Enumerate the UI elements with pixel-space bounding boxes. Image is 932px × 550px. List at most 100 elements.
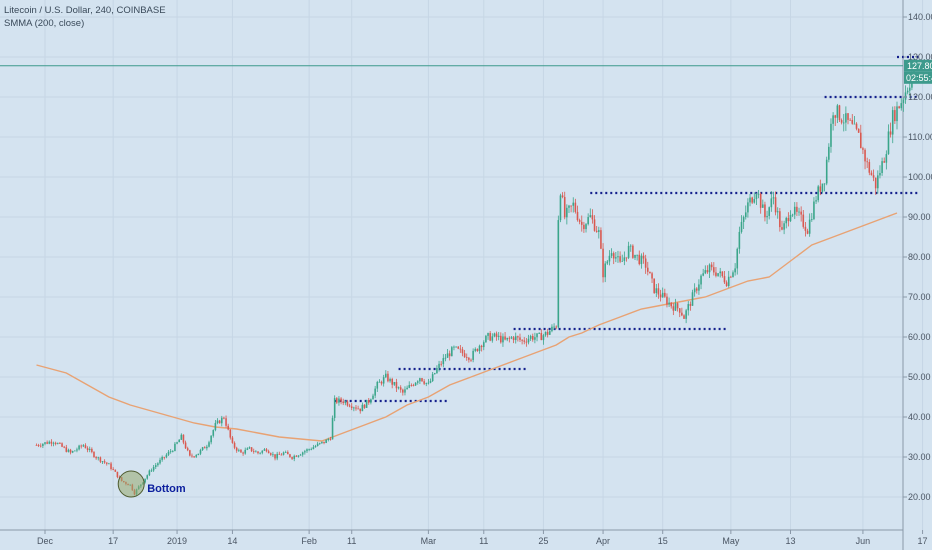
candle-body [336, 398, 338, 403]
candle-body [798, 211, 800, 213]
candle-body [348, 405, 351, 407]
candle-body [442, 358, 445, 365]
candle-body [214, 422, 217, 431]
candle-body [845, 113, 847, 123]
candle-body [402, 389, 404, 393]
candle-body [112, 468, 114, 470]
candle-body [144, 478, 146, 483]
candle-body [793, 206, 796, 215]
candle-body [389, 378, 391, 382]
candle-body [510, 337, 513, 339]
candle-body [489, 333, 491, 341]
candle-body [225, 418, 227, 426]
candle-body [785, 217, 788, 224]
candle-body [674, 303, 677, 311]
candle-body [691, 292, 694, 306]
candle-body [152, 467, 155, 471]
candle-body [235, 447, 238, 451]
candle-body [52, 442, 55, 444]
candle-body [86, 448, 89, 451]
candle-body [433, 373, 436, 375]
candle-body [376, 381, 379, 389]
candle-body [859, 132, 862, 149]
candle-body [715, 272, 717, 276]
x-tick-label: 14 [227, 536, 237, 546]
candle-body [329, 439, 332, 440]
y-tick-label: 20.00 [908, 492, 931, 502]
candle-body [580, 221, 583, 225]
candle-body [721, 271, 724, 277]
candle-body [331, 417, 334, 440]
candle-body [834, 115, 837, 118]
candle-body [212, 430, 215, 436]
candle-body [646, 267, 649, 272]
candle-body [353, 407, 355, 409]
candle-body [282, 452, 285, 455]
candle-body [808, 219, 811, 234]
candle-body [365, 399, 368, 408]
candle-body [297, 455, 300, 457]
candle-body [800, 211, 802, 215]
candle-body [566, 207, 568, 218]
candle-body [446, 353, 449, 358]
candle-body [740, 221, 743, 232]
candle-body [88, 448, 91, 451]
candle-body [346, 401, 349, 406]
candle-body [408, 385, 411, 388]
candle-body [738, 231, 741, 249]
candle-body [71, 450, 74, 453]
x-tick-label: Feb [301, 536, 317, 546]
candle-body [218, 420, 221, 424]
candle-body [894, 110, 896, 122]
candle-body [840, 120, 843, 123]
candle-body [35, 445, 38, 446]
indicator-legend: SMMA (200, close) [4, 18, 85, 29]
candle-body [310, 449, 313, 450]
candle-body [813, 201, 815, 220]
candle-body [455, 346, 457, 348]
candle-body [751, 197, 753, 203]
candle-body [110, 463, 112, 469]
candle-body [819, 186, 822, 192]
countdown-box [904, 71, 932, 84]
candle-body [772, 197, 775, 199]
y-tick-label: 110.00 [908, 132, 932, 142]
candle-body [508, 337, 511, 339]
candle-body [881, 161, 883, 173]
candle-body [327, 439, 330, 440]
candle-body [67, 449, 70, 452]
candle-body [480, 345, 483, 348]
candle-body [265, 449, 268, 452]
candle-body [487, 333, 489, 336]
candle-body [344, 401, 347, 404]
candle-body [568, 205, 570, 208]
candle-body [491, 336, 494, 341]
x-tick-label: 15 [658, 536, 668, 546]
candle-body [184, 442, 187, 449]
candle-body [649, 271, 651, 274]
candle-body [340, 398, 342, 402]
candle-body [399, 387, 402, 390]
candle-body [493, 333, 496, 337]
candle-body [906, 90, 909, 93]
candle-body [314, 446, 317, 448]
candle-body [593, 219, 596, 231]
candle-body [195, 455, 198, 457]
smma-path [36, 212, 898, 442]
candle-body [161, 456, 163, 460]
candle-body [406, 387, 408, 390]
candle-body [416, 381, 419, 383]
candle-body [387, 373, 389, 382]
candle-body [753, 199, 756, 203]
candle-body [849, 119, 851, 121]
candle-body [318, 442, 321, 444]
candles[interactable] [35, 58, 915, 497]
price-tag: 127.80 02:55:46 [904, 59, 932, 84]
candle-body [842, 122, 845, 124]
candle-body [263, 449, 266, 451]
candle-body [163, 456, 166, 458]
candle-body [523, 340, 526, 342]
x-tick-label: Apr [596, 536, 610, 546]
candle-body [853, 123, 856, 125]
